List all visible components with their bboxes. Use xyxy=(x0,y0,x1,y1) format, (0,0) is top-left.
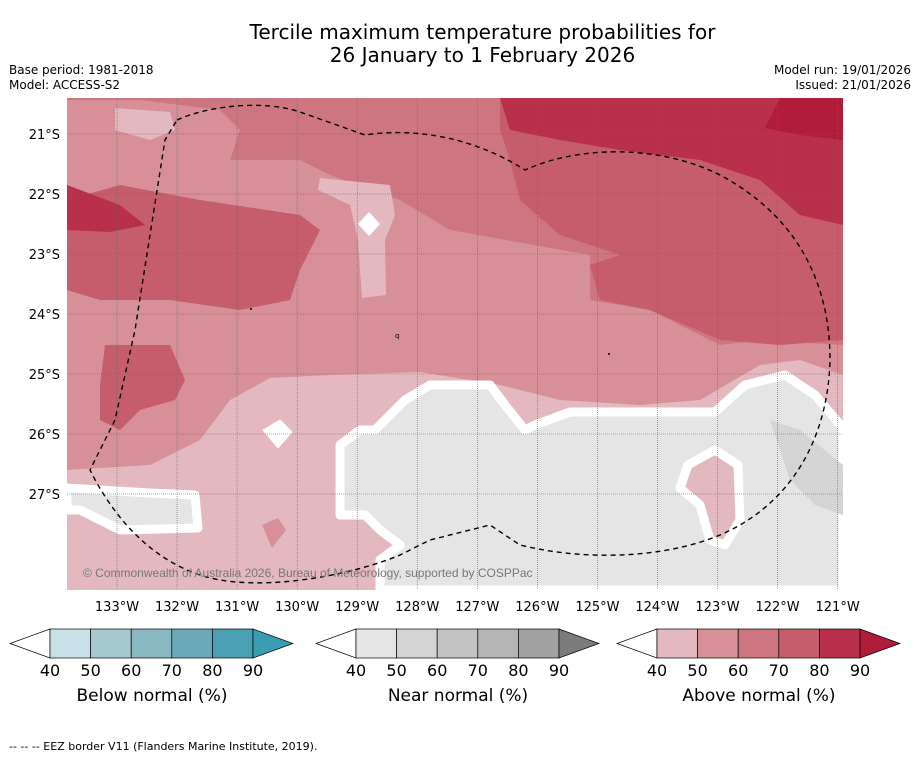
colorbar-0: 40 50 60 70 80 90 xyxy=(8,628,295,680)
map-dot xyxy=(608,353,610,355)
lon-label: 127°W xyxy=(455,600,499,615)
colorbar-tick: 40 xyxy=(40,661,60,680)
lon-label: 129°W xyxy=(335,600,379,615)
colorbar-tick: 60 xyxy=(728,661,748,680)
lat-label: 25°S xyxy=(29,368,60,383)
colorbar-tick: 90 xyxy=(549,661,569,680)
colorbar-tick: 80 xyxy=(508,661,528,680)
colorbar-segment xyxy=(49,628,91,659)
colorbar-tick: 70 xyxy=(162,661,182,680)
region-above-80 xyxy=(500,98,843,225)
colorbar-left-arrow xyxy=(8,628,51,659)
title-line-2: 26 January to 1 February 2026 xyxy=(329,43,636,67)
colorbar-tick: 50 xyxy=(80,661,100,680)
colorbar-tick: 80 xyxy=(202,661,222,680)
colorbars: 40 50 60 70 80 90 40 50 60 70 80 90 40 50 60 70 80 90 xyxy=(8,628,902,680)
colorbar-segment xyxy=(518,628,560,659)
lat-label: 24°S xyxy=(29,308,60,323)
region-above-40-center xyxy=(318,178,395,298)
colorbar-segment xyxy=(171,628,213,659)
region-above-40-north xyxy=(115,108,175,140)
colorbar-1: 40 50 60 70 80 90 xyxy=(314,628,601,680)
colorbar-tick: 70 xyxy=(468,661,488,680)
colorbar-tick: 90 xyxy=(850,661,870,680)
copyright: © Commonwealth of Australia 2026, Bureau… xyxy=(83,566,533,580)
colorbar-left-arrow xyxy=(615,628,658,659)
lon-label: 123°W xyxy=(695,600,739,615)
above-normal-label: Above normal (%) xyxy=(682,686,836,706)
lat-label: 22°S xyxy=(29,188,60,203)
colorbar-segment xyxy=(436,628,479,659)
colorbar-tick: 70 xyxy=(769,661,789,680)
eez-border xyxy=(89,104,831,584)
lon-label: 132°W xyxy=(155,600,199,615)
region-above-80-ne xyxy=(765,98,843,140)
colorbar-segment xyxy=(212,628,254,659)
region-above-80-west xyxy=(67,185,145,232)
lat-label: 23°S xyxy=(29,248,60,263)
eez-footnote: -- -- -- EEZ border V11 (Flanders Marine… xyxy=(9,740,318,753)
lon-labels: 133°W 132°W 131°W 130°W 129°W 128°W 127°W 126°W… xyxy=(95,600,860,615)
map-mark: q xyxy=(395,332,399,340)
colorbar-segment xyxy=(656,628,698,659)
model-name: Model: ACCESS-S2 xyxy=(9,78,121,92)
colorbar-2: 40 50 60 70 80 90 xyxy=(615,628,902,680)
lat-label: 21°S xyxy=(29,128,60,143)
title-line-1: Tercile maximum temperature probabilitie… xyxy=(249,20,716,44)
map-dot xyxy=(250,308,252,310)
lat-labels: 21°S 22°S 23°S 24°S 25°S 26°S 27°S xyxy=(29,128,60,503)
white-diamond xyxy=(358,212,380,236)
colorbar-segment xyxy=(355,628,397,659)
colorbar-tick: 60 xyxy=(427,661,447,680)
colorbar-tick: 60 xyxy=(121,661,141,680)
region-near-40-patch xyxy=(770,420,843,515)
lat-label: 26°S xyxy=(29,428,60,443)
colorbar-segment xyxy=(778,628,820,659)
lon-label: 128°W xyxy=(395,600,439,615)
model-run: Model run: 19/01/2026 xyxy=(773,63,911,77)
region-above-70-west xyxy=(100,345,185,430)
lon-label: 125°W xyxy=(575,600,619,615)
colorbar-segment xyxy=(819,628,861,659)
lon-label: 133°W xyxy=(95,600,139,615)
colorbar-tick: 90 xyxy=(243,661,263,680)
lon-label: 122°W xyxy=(755,600,799,615)
lon-label: 131°W xyxy=(215,600,259,615)
colorbar-tick: 50 xyxy=(386,661,406,680)
below-normal-label: Below normal (%) xyxy=(76,686,228,706)
colorbar-left-arrow xyxy=(314,628,357,659)
colorbar-segment xyxy=(477,628,519,659)
region-near-40-west xyxy=(67,483,203,535)
region-above-40-island-small xyxy=(262,518,286,548)
map-fill xyxy=(67,98,843,590)
lon-label: 124°W xyxy=(635,600,679,615)
near-normal-label: Near normal (%) xyxy=(387,686,529,706)
colorbar-tick: 80 xyxy=(809,661,829,680)
colorbar-segment xyxy=(396,628,438,659)
lat-label: 27°S xyxy=(29,488,60,503)
base-period: Base period: 1981-2018 xyxy=(9,63,154,77)
colorbar-segment xyxy=(90,628,132,659)
lon-label: 121°W xyxy=(816,600,860,615)
colorbar-segment xyxy=(737,628,780,659)
colorbar-right-arrow xyxy=(859,628,902,659)
region-above-40-island xyxy=(675,445,745,550)
gridlines xyxy=(67,98,843,590)
colorbar-tick: 40 xyxy=(346,661,366,680)
issued-date: Issued: 21/01/2026 xyxy=(795,78,911,92)
colorbar-segment xyxy=(130,628,173,659)
lon-label: 130°W xyxy=(275,600,319,615)
colorbar-tick: 50 xyxy=(687,661,707,680)
colorbar-segment xyxy=(697,628,739,659)
lon-label: 126°W xyxy=(515,600,559,615)
colorbar-tick: 40 xyxy=(647,661,667,680)
colorbar-right-arrow xyxy=(252,628,295,659)
colorbar-right-arrow xyxy=(558,628,601,659)
